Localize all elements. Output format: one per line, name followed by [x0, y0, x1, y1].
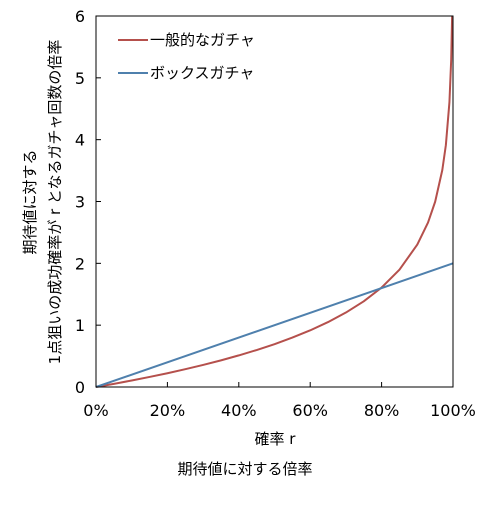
- x-tick-label: 0%: [83, 401, 108, 420]
- series-layer: [95, 16, 454, 388]
- x-tick-label: 60%: [292, 401, 328, 420]
- x-tick-label: 80%: [364, 401, 400, 420]
- y-tick-label: 2: [75, 254, 85, 273]
- x-tick-label: 100%: [430, 401, 476, 420]
- series-line-1: [95, 262, 454, 388]
- tick-layer: 0% 20% 40% 60% 80% 100% 0 1 2 3 4 5 6: [75, 7, 476, 420]
- x-axis-title: 確率 r: [255, 430, 297, 448]
- y-axis-title-line-1: 期待値に対する: [21, 149, 39, 254]
- y-axis-title-line-2: 1点狙いの成功確率が r となるガチャ回数の倍率: [46, 40, 64, 365]
- y-tick-label: 5: [75, 69, 85, 88]
- legend-label-0: 一般的なガチャ: [150, 31, 255, 49]
- legend-label-1: ボックスガチャ: [150, 64, 254, 82]
- y-tick-label: 6: [75, 7, 85, 26]
- x-tick-label: 20%: [150, 401, 186, 420]
- x-tick-label: 40%: [221, 401, 257, 420]
- y-tick-label: 0: [75, 378, 85, 397]
- series-line-0: [95, 16, 454, 388]
- y-tick-label: 4: [75, 131, 85, 150]
- y-tick-label: 3: [75, 193, 85, 212]
- y-tick-label: 1: [75, 316, 85, 335]
- chart-caption: 期待値に対する倍率: [177, 460, 312, 478]
